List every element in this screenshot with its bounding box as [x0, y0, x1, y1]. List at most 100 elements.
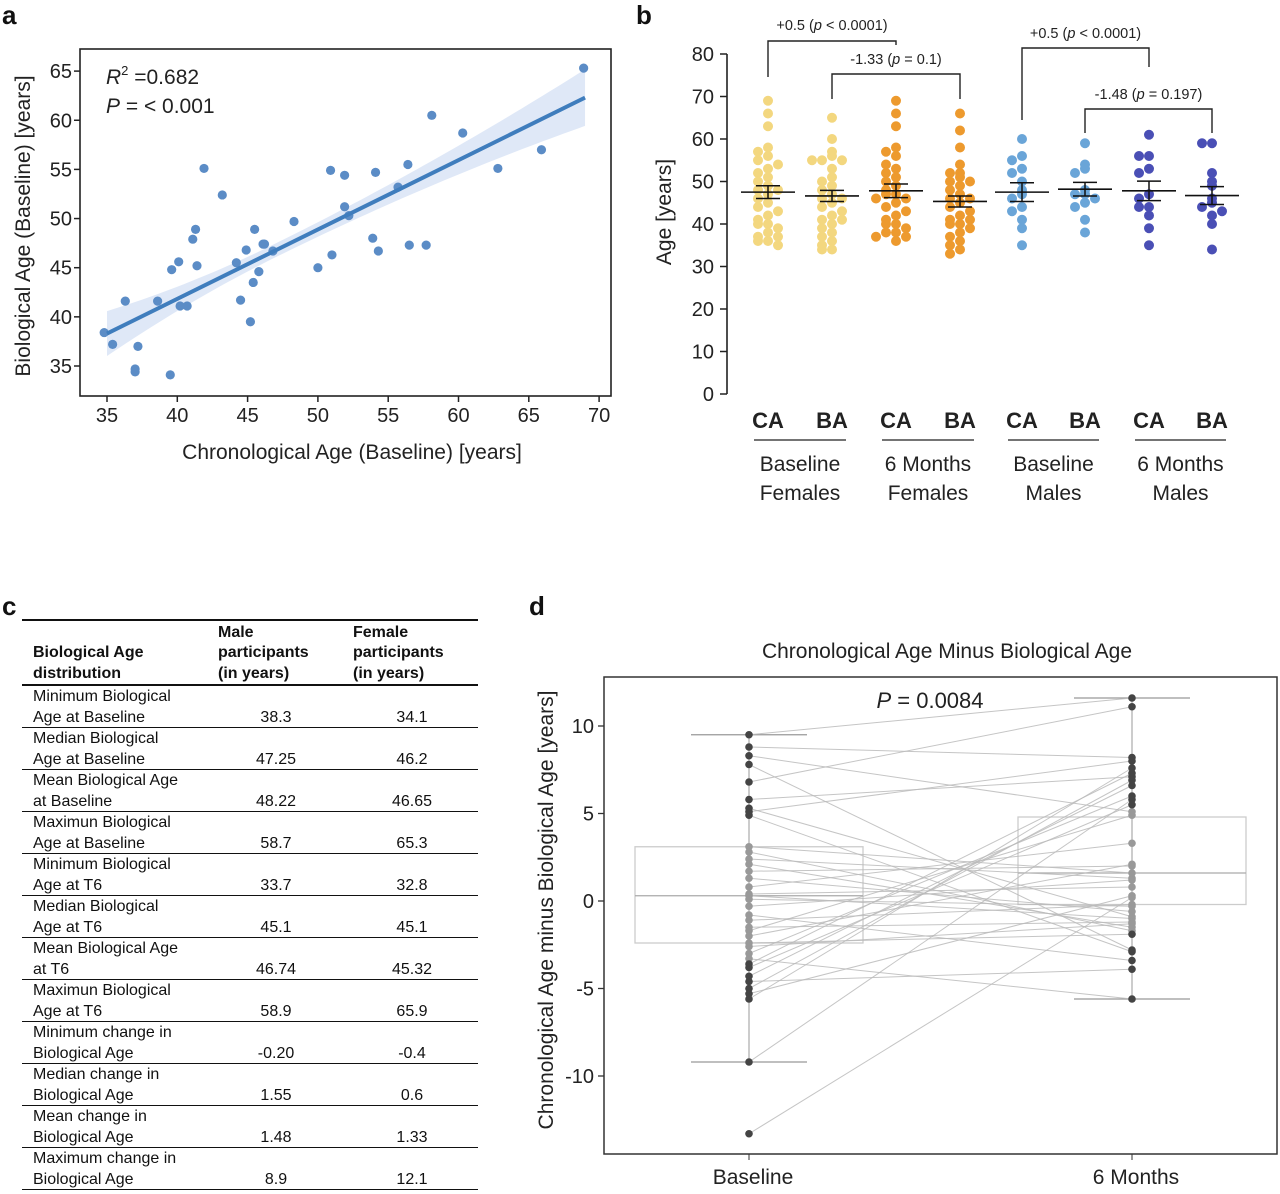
- pair-line: [748, 760, 1133, 813]
- label-part: +0.5 (: [1030, 26, 1068, 42]
- data-point: [536, 145, 547, 155]
- data-point: [881, 159, 891, 170]
- data-point: [1197, 138, 1207, 149]
- data-point: [192, 261, 202, 271]
- data-point: [1144, 223, 1154, 234]
- table-body: Minimum Biological Age at Baseline 38.3 34…: [22, 686, 478, 1190]
- data-point: [1144, 151, 1154, 161]
- baseline-point: [745, 730, 753, 739]
- group-label: Baseline: [760, 453, 841, 476]
- data-point: [881, 227, 891, 238]
- data-point: [827, 134, 837, 144]
- y-tick-label: 50: [50, 209, 72, 231]
- data-point: [827, 219, 837, 229]
- label-part: < 0.0001): [822, 18, 888, 34]
- six-month-point: [1128, 907, 1136, 916]
- row-label: Maximun Biological Age at Baseline: [33, 814, 171, 852]
- data-point: [1017, 223, 1027, 234]
- row-label: Median Biological Age at T6: [33, 898, 159, 936]
- data-point: [245, 317, 256, 327]
- group-label: Females: [760, 482, 841, 505]
- baseline-point: [745, 949, 753, 958]
- data-point: [955, 159, 965, 170]
- y-tick-label: 40: [692, 214, 714, 236]
- data-point: [901, 231, 911, 242]
- pair-line: [748, 897, 1133, 1135]
- data-point: [955, 227, 965, 238]
- data-point: [1017, 151, 1027, 161]
- pair-line: [748, 776, 1133, 800]
- data-point: [881, 189, 891, 200]
- y-tick-label: 20: [692, 299, 714, 321]
- data-point: [175, 301, 185, 311]
- regression-line: [106, 95, 586, 336]
- r-squared-annotation: R2 =0.682: [106, 63, 199, 89]
- data-point: [773, 240, 783, 251]
- baseline-point: [745, 874, 753, 883]
- pair-line: [748, 755, 1133, 813]
- male-value: 8.9: [264, 1170, 288, 1188]
- data-point: [945, 185, 955, 195]
- x-tick-label: 55: [377, 405, 399, 427]
- baseline-point: [745, 842, 753, 851]
- six-month-point: [1128, 947, 1136, 956]
- label-part: +0.5 (: [776, 18, 814, 34]
- six-month-point: [1128, 702, 1136, 711]
- data-point: [133, 341, 143, 351]
- data-point: [763, 197, 773, 208]
- baseline-point: [745, 1129, 753, 1138]
- baseline-point: [745, 954, 753, 963]
- pair-line: [748, 697, 1133, 736]
- data-point: [955, 172, 965, 183]
- female-value: 45.1: [396, 918, 428, 936]
- female-value: 46.65: [391, 792, 433, 810]
- x-tick-label: 65: [518, 405, 540, 427]
- y-axis-label: Age [years]: [653, 159, 676, 265]
- table-row: Maximum change in Biological Age 8.9 12.1: [22, 1148, 478, 1190]
- data-point: [1134, 202, 1144, 212]
- label-part: = 0.197): [1145, 87, 1203, 103]
- data-point: [891, 108, 901, 119]
- data-point: [955, 142, 965, 153]
- six-month-point: [1128, 839, 1136, 848]
- y-tick-label: 0: [703, 384, 714, 406]
- data-point: [891, 172, 901, 183]
- row-label: Minimum change in Biological Age: [33, 1024, 172, 1062]
- x-tick-label: BA: [944, 408, 976, 433]
- data-point: [945, 176, 955, 187]
- data-point: [955, 236, 965, 246]
- pair-line: [748, 846, 1133, 874]
- pair-line: [748, 863, 1133, 937]
- data-point: [120, 296, 130, 306]
- data-point: [182, 301, 192, 311]
- data-point: [891, 227, 901, 238]
- pair-line: [748, 851, 1133, 932]
- six-month-point: [1128, 876, 1136, 884]
- data-point: [250, 224, 260, 234]
- data-point: [404, 240, 414, 250]
- panel-letter-c: c: [2, 591, 16, 621]
- y-tick-label: 40: [50, 307, 72, 329]
- plot-frame: [79, 48, 612, 397]
- data-point: [891, 163, 901, 174]
- six-month-point: [1128, 811, 1136, 820]
- male-value: 58.9: [260, 1002, 292, 1020]
- data-point: [881, 146, 891, 157]
- annotation-part: = < 0.001: [120, 95, 215, 118]
- comparison-bracket: [1084, 108, 1213, 133]
- data-point: [1007, 168, 1017, 178]
- group-label: Males: [1152, 482, 1208, 505]
- y-tick-label: 0: [583, 891, 594, 913]
- data-point: [955, 189, 965, 200]
- data-point: [827, 197, 837, 208]
- group-label: Baseline: [1013, 453, 1094, 476]
- label-part: -1.48 (: [1095, 87, 1137, 103]
- data-point: [1017, 240, 1027, 251]
- pair-line: [748, 842, 1133, 888]
- pair-line: [748, 863, 1133, 928]
- male-value: 45.1: [260, 918, 292, 936]
- x-axis-label: Chronological Age (Baseline) [years]: [182, 441, 522, 464]
- baseline-point: [745, 911, 753, 919]
- label-part: p: [1136, 87, 1145, 103]
- pair-line: [748, 921, 1133, 928]
